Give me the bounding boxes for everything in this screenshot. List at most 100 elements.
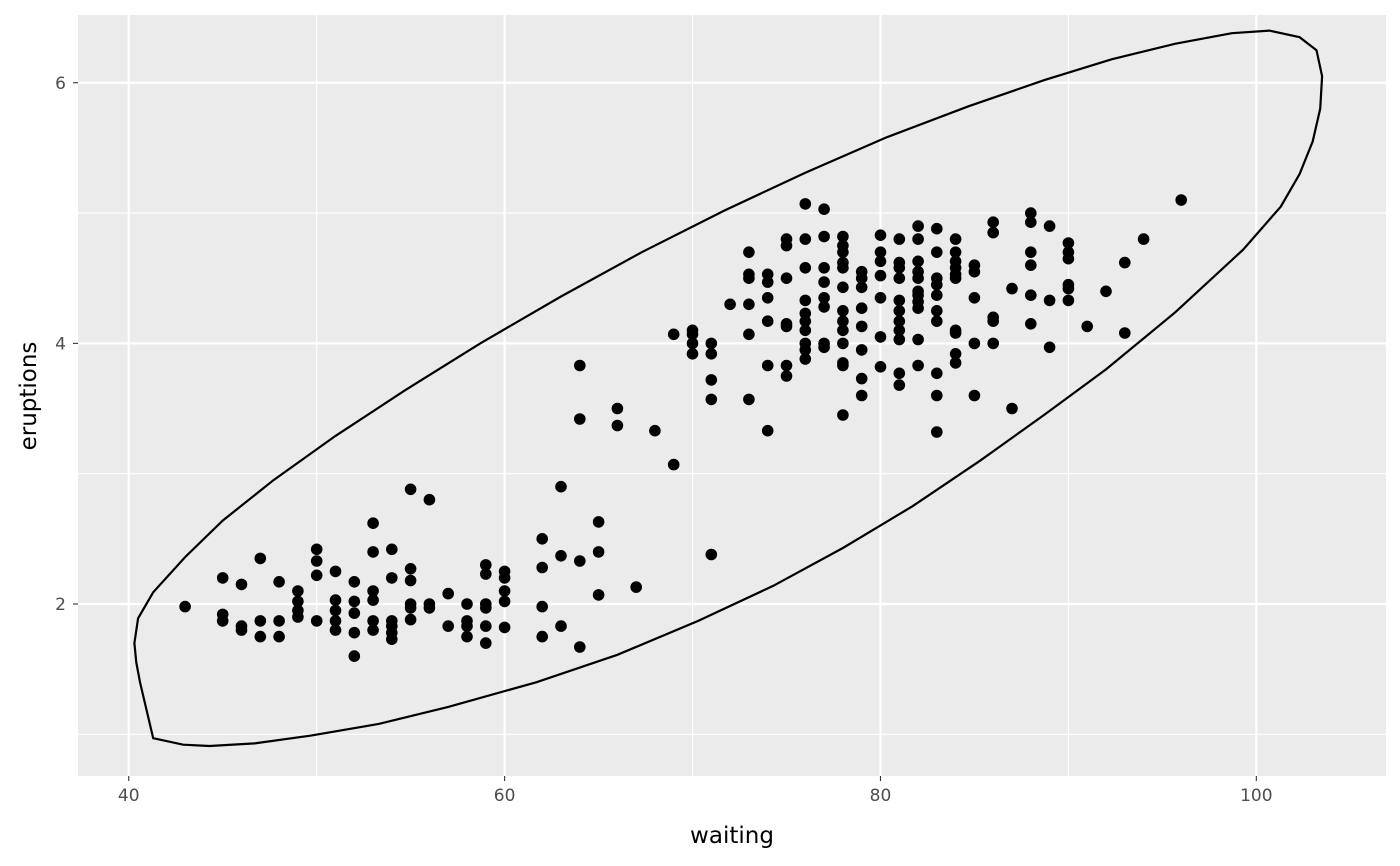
data-point	[442, 587, 455, 600]
data-point	[216, 572, 229, 584]
data-point	[799, 344, 812, 356]
y-axis-ticks: 2 4 6	[55, 74, 78, 615]
data-point	[386, 543, 398, 556]
data-point	[667, 458, 680, 471]
data-point	[837, 315, 849, 328]
data-point	[893, 379, 906, 391]
data-point	[649, 424, 661, 437]
data-point	[949, 272, 962, 285]
y-tick-label: 2	[55, 595, 66, 615]
data-point	[1062, 237, 1075, 249]
data-point	[818, 276, 830, 288]
data-point	[348, 607, 361, 619]
data-point	[1025, 318, 1037, 330]
data-point	[799, 262, 812, 274]
data-point	[743, 298, 755, 311]
data-point	[912, 359, 924, 372]
data-point	[799, 315, 812, 328]
data-point	[968, 389, 981, 402]
data-point	[273, 630, 285, 643]
data-point	[780, 359, 793, 372]
data-point	[667, 328, 680, 341]
data-point	[254, 630, 267, 643]
data-point	[855, 302, 868, 315]
data-point	[461, 630, 473, 643]
x-axis-ticks: 40 60 80 100	[118, 776, 1273, 806]
data-point	[987, 226, 999, 239]
data-point	[931, 278, 943, 291]
data-point	[498, 572, 511, 584]
data-point	[968, 292, 981, 304]
data-point	[254, 615, 267, 627]
data-point	[442, 620, 455, 632]
data-point	[949, 233, 962, 245]
data-point	[837, 262, 849, 274]
data-point	[367, 517, 379, 529]
data-point	[837, 246, 849, 258]
data-point	[893, 315, 906, 328]
data-point	[480, 602, 492, 614]
data-point	[1100, 285, 1112, 298]
data-point	[1025, 216, 1037, 228]
data-point	[874, 292, 887, 304]
data-point	[780, 370, 793, 382]
data-point	[987, 315, 999, 328]
data-point	[743, 328, 755, 341]
data-point	[348, 576, 361, 588]
data-point	[498, 595, 511, 608]
data-point	[480, 637, 492, 649]
data-point	[686, 337, 699, 350]
data-point	[818, 292, 830, 304]
data-point	[555, 550, 567, 562]
data-point	[367, 546, 379, 558]
data-point	[329, 615, 342, 627]
data-point	[837, 305, 849, 317]
data-point	[705, 548, 718, 561]
data-point	[348, 595, 361, 608]
data-point	[968, 265, 981, 278]
data-point	[310, 615, 323, 627]
data-point	[555, 620, 567, 632]
data-point	[761, 315, 774, 328]
data-points	[179, 194, 1187, 662]
data-point	[480, 559, 492, 571]
data-point	[912, 302, 924, 315]
data-point	[686, 348, 699, 360]
data-point	[874, 361, 887, 373]
data-point	[404, 602, 417, 614]
data-point	[574, 359, 586, 372]
data-point	[874, 229, 887, 241]
data-point	[743, 246, 755, 258]
data-point	[893, 305, 906, 317]
data-point	[423, 493, 436, 506]
data-point	[761, 424, 774, 437]
data-point	[216, 615, 229, 627]
data-point	[179, 600, 191, 613]
data-point	[461, 598, 473, 610]
data-point	[574, 641, 586, 653]
data-point	[799, 353, 812, 365]
data-point	[1043, 294, 1056, 307]
data-point	[480, 620, 492, 632]
x-tick-label: 60	[494, 786, 516, 806]
data-point	[329, 565, 342, 578]
data-point	[949, 348, 962, 360]
data-point	[536, 533, 548, 545]
x-tick-label: 100	[1240, 786, 1272, 806]
x-tick-label: 40	[118, 786, 140, 806]
data-point	[1043, 220, 1056, 232]
data-point	[1006, 282, 1018, 295]
data-point	[912, 333, 924, 346]
data-point	[818, 341, 830, 354]
data-point	[1062, 252, 1075, 265]
data-point	[837, 324, 849, 337]
data-point	[893, 294, 906, 307]
plot-panel	[78, 15, 1386, 776]
data-point	[931, 426, 943, 438]
data-point	[893, 262, 906, 274]
data-point	[592, 546, 605, 558]
data-point	[592, 516, 605, 528]
data-point	[404, 483, 417, 496]
data-point	[310, 569, 323, 582]
data-point	[837, 337, 849, 350]
